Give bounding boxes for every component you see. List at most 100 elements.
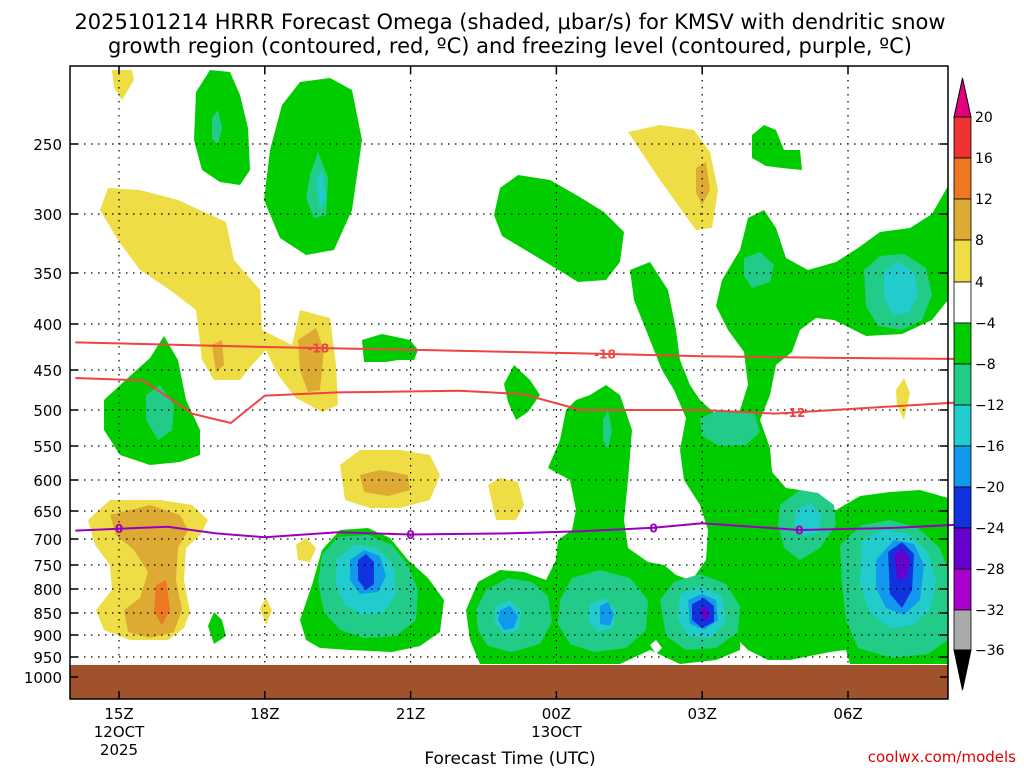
y-tick-label: 350 [33, 265, 62, 283]
colorbar-tick-label: 12 [975, 192, 993, 208]
omega-region-green [194, 70, 250, 185]
colorbar-tick-label: 8 [975, 233, 984, 249]
colorbar-tick-label: −20 [975, 480, 1005, 496]
omega-region-yellow [488, 478, 524, 520]
credit-text[interactable]: coolwx.com/models [868, 748, 1016, 766]
omega-region-orange [212, 340, 224, 372]
x-tick-label: 18Z [250, 705, 279, 723]
y-axis: 250 300 350 400 450 500 550 600 650 700 750 800 850 9… [24, 136, 948, 687]
omega-region-yellow [896, 378, 910, 420]
chart-title-line2: growth region (contoured, red, ºC) and f… [108, 34, 912, 58]
contour-label: -18 [307, 342, 329, 356]
omega-region-yellow [628, 125, 718, 230]
omega-region-green [752, 125, 802, 170]
contours: -18 -18 -12 0 0 0 0 [75, 341, 965, 542]
colorbar-swatch [953, 609, 972, 651]
y-tick-label: 650 [33, 503, 62, 521]
contour-label: -18 [594, 347, 616, 361]
x-tick-label: 21Z [396, 705, 425, 723]
gridlines [70, 66, 948, 699]
colorbar-tick-label: −8 [975, 357, 996, 373]
contour-label: 0 [649, 521, 657, 535]
omega-region-cyan [794, 503, 822, 536]
omega-region-orange [696, 162, 710, 205]
contour-freezing [75, 522, 965, 539]
y-tick-label: 850 [33, 605, 62, 623]
omega-region-gap [650, 640, 662, 654]
colorbar-top-arrow [953, 77, 972, 118]
colorbar-swatch [953, 116, 972, 159]
colorbar-tick-label: −4 [975, 316, 996, 332]
omega-region-teal [146, 385, 174, 440]
y-tick-label: 550 [33, 438, 62, 456]
colorbar-swatch [953, 198, 972, 241]
contour-label: 0 [115, 522, 123, 536]
y-tick-label: 950 [33, 649, 62, 667]
y-tick-label: 250 [33, 136, 62, 154]
colorbar-tick-label: −24 [975, 521, 1005, 537]
colorbar-swatch [953, 445, 972, 488]
omega-region-blue [498, 606, 518, 630]
colorbar-tick-label: 4 [975, 275, 984, 291]
plot-frame [69, 65, 949, 700]
omega-region-blue [600, 602, 614, 626]
colorbar-bottom-arrow [953, 649, 972, 691]
omega-region-teal [744, 252, 774, 288]
y-tick-label: 750 [33, 557, 62, 575]
omega-region-yellow [112, 70, 134, 100]
chart-title-line1: 2025101214 HRRR Forecast Omega (shaded, … [74, 10, 945, 34]
ground-strip [70, 665, 948, 699]
omega-region-purple [700, 606, 710, 622]
omega-region-green [362, 334, 418, 362]
colorbar-swatch [953, 363, 972, 406]
y-tick-label: 600 [33, 472, 62, 490]
omega-region-cyan [884, 262, 918, 315]
colorbar-swatch [953, 568, 972, 611]
colorbar-swatch [953, 486, 972, 529]
x-tick-date: 13OCT [531, 723, 582, 741]
omega-region-yellow [296, 538, 316, 562]
contour-label: 0 [406, 528, 414, 542]
x-tick-label: 00Z [542, 705, 571, 723]
colorbar-tick-label: −32 [975, 603, 1005, 619]
x-tick-date: 12OCT [94, 723, 145, 741]
y-tick-label: 400 [33, 316, 62, 334]
omega-region-teal [212, 110, 222, 145]
omega-region-green [504, 365, 540, 420]
x-tick-year: 2025 [100, 741, 138, 759]
colorbar-tick-label: 16 [975, 151, 993, 167]
omega-region-green [208, 612, 226, 644]
y-tick-label: 300 [33, 206, 62, 224]
colorbar-tick-label: −28 [975, 562, 1005, 578]
colorbar-swatch [953, 281, 972, 324]
x-axis-label: Forecast Time (UTC) [424, 749, 595, 768]
y-tick-label: 900 [33, 627, 62, 645]
omega-region-purple [894, 548, 910, 580]
y-tick-label: 800 [33, 581, 62, 599]
omega-region-green [494, 175, 624, 282]
omega-shading [88, 70, 948, 664]
omega-region-yellow [260, 598, 272, 625]
colorbar-swatch [953, 322, 972, 365]
omega-region-orange [298, 328, 324, 392]
contour-label: -12 [784, 406, 806, 420]
omega-region-cyan [316, 170, 326, 208]
colorbar-tick-label: −16 [975, 439, 1005, 455]
omega-region-yellow [100, 188, 338, 412]
contour-dgz_bottom [75, 377, 965, 424]
contour-dgz_top [75, 341, 965, 360]
y-tick-label: 500 [33, 402, 62, 420]
contour-label: 0 [795, 524, 803, 538]
colorbar-tick-label: 20 [975, 110, 993, 126]
y-tick-label: 450 [33, 362, 62, 380]
colorbar-swatch [953, 404, 972, 447]
x-tick-label: 06Z [833, 705, 862, 723]
y-tick-label: 1000 [24, 669, 62, 687]
omega-region-darkblue [358, 554, 374, 590]
colorbar-swatch [953, 157, 972, 200]
y-tick-label: 700 [33, 531, 62, 549]
colorbar: 20 16 12 8 4 −4 −8 −12 −16 −20 −24 −28 −32 −36 [953, 77, 1005, 691]
colorbar-swatch [953, 239, 972, 283]
